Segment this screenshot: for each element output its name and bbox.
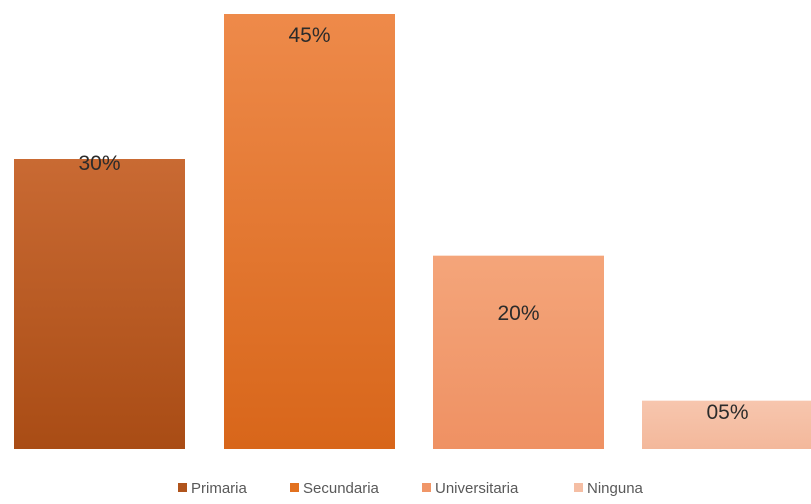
bars-layer [14,14,811,449]
data-label-universitaria: 20% [497,302,539,325]
bar-primaria [14,159,185,449]
data-label-ninguna: 05% [706,401,748,424]
legend-item-universitaria: Universitaria [422,480,519,497]
data-label-primaria: 30% [78,152,120,175]
data-label-secundaria: 45% [288,24,330,47]
bar-universitaria [433,255,604,449]
legend-item-primaria: Primaria [178,480,247,497]
data-labels-layer: 30% 45% 20% 05% [78,24,748,424]
legend-swatch-secundaria [290,483,299,492]
legend-label-primaria: Primaria [191,480,247,497]
legend-item-ninguna: Ninguna [574,480,644,497]
legend-swatch-universitaria [422,483,431,492]
bar-ninguna [642,400,811,449]
legend-swatch-primaria [178,483,187,492]
bar-secundaria [224,14,395,449]
legend-label-universitaria: Universitaria [435,480,519,497]
legend-swatch-ninguna [574,483,583,492]
legend-label-ninguna: Ninguna [587,480,644,497]
legend-item-secundaria: Secundaria [290,480,380,497]
legend: Primaria Secundaria Universitaria Ninguna [178,480,644,497]
legend-label-secundaria: Secundaria [303,480,380,497]
